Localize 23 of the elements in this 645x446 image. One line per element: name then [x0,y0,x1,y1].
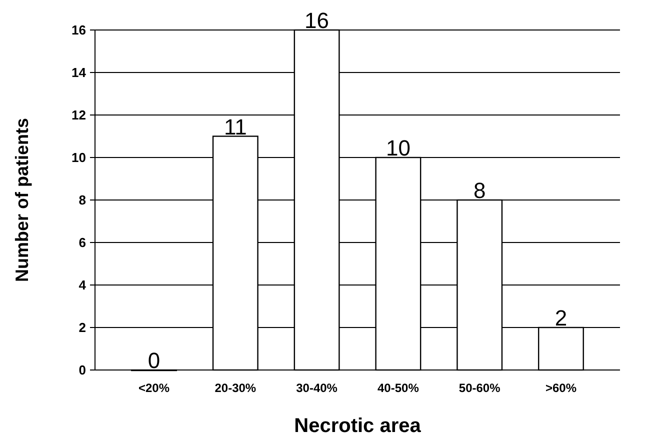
data-label: 10 [386,136,410,160]
y-tick-label: 16 [72,22,86,38]
y-tick-label: 4 [78,278,87,293]
y-tick-label: 8 [78,192,86,208]
y-tick-label: 14 [72,65,87,80]
y-tick-label: 2 [78,320,86,336]
data-label: 11 [224,114,247,140]
x-tick-label: 20-30% [214,381,256,395]
y-axis-title: Number of patients [12,118,32,282]
y-tick-label: 0 [78,362,86,378]
data-label: 8 [473,178,486,203]
x-axis-title: Necrotic area [294,415,422,437]
y-tick-label: 6 [78,235,86,250]
x-tick-label: <20% [138,381,170,395]
data-label: 16 [304,8,330,33]
x-tick-label: 40-50% [378,381,420,395]
x-tick-label: 50-60% [458,381,501,395]
x-tick-label: >60% [545,381,577,395]
y-tick-label: 10 [72,150,86,166]
y-tick-label: 12 [72,108,86,123]
data-label: 0 [148,348,160,373]
data-label: 2 [554,306,568,330]
x-tick-label: 30-40% [296,381,338,395]
